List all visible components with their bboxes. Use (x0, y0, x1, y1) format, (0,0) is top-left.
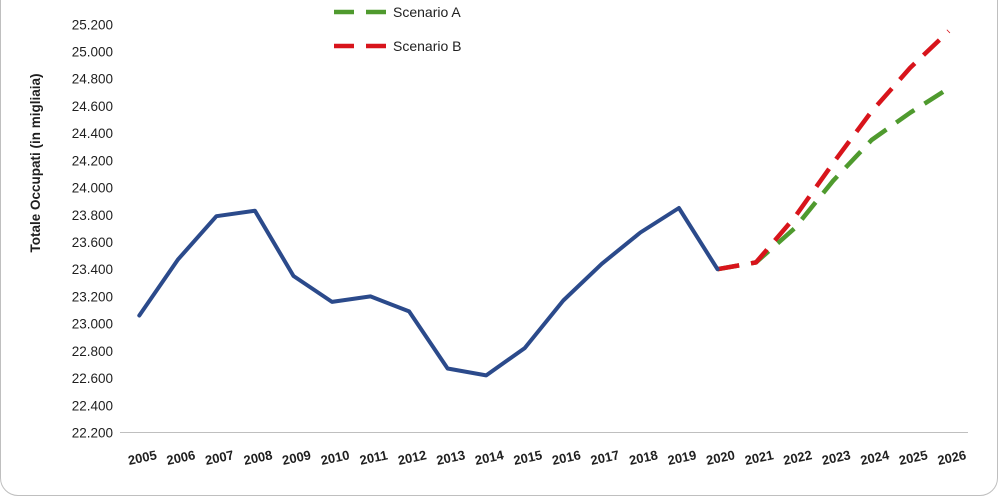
series-lines (137, 29, 951, 378)
x-tick-label: 2025 (898, 447, 929, 468)
y-tick-label: 25.000 (72, 45, 113, 60)
y-tick-label: 23.800 (72, 208, 113, 223)
y-tick-label: 24.000 (72, 181, 113, 196)
x-tick-label: 2024 (859, 447, 891, 468)
x-tick-label: 2017 (589, 447, 620, 468)
y-tick-label: 22.800 (72, 344, 113, 359)
y-tick-label: 23.400 (72, 262, 113, 277)
x-tick-label: 2012 (396, 447, 427, 468)
x-tick-label: 2015 (512, 447, 543, 468)
x-tick-label: 2006 (165, 447, 196, 468)
x-tick-label: 2016 (551, 447, 582, 468)
x-tick-label: 2018 (628, 447, 659, 468)
legend-label: Scenario B (393, 38, 461, 54)
y-tick-label: 23.200 (72, 289, 113, 304)
y-axis-label: Totale Occupati (in migliaia) (28, 73, 43, 252)
legend-label: Scenario A (393, 4, 461, 20)
y-tick-label: 23.600 (72, 235, 113, 250)
y-tick-label: 25.200 (72, 17, 113, 32)
scenario-a-series-line (717, 86, 950, 272)
y-tick-label: 22.600 (72, 371, 113, 386)
x-tick-label: 2014 (474, 447, 506, 468)
x-tick-label: 2013 (435, 447, 466, 468)
x-tick-label: 2009 (281, 447, 312, 468)
y-tick-label: 23.000 (72, 317, 113, 332)
y-tick-label: 24.400 (72, 126, 113, 141)
y-axis-ticks: 22.200 22.400 22.600 22.800 23.000 23.200 23.4… (72, 17, 113, 440)
scenario-b-series-line (717, 29, 951, 272)
x-tick-label: 2008 (242, 447, 273, 468)
x-tick-label: 2020 (705, 447, 736, 468)
y-tick-label: 24.800 (72, 72, 113, 87)
y-tick-label: 22.400 (72, 398, 113, 413)
x-tick-label: 2022 (782, 447, 813, 468)
x-tick-label: 2010 (319, 447, 350, 468)
y-tick-label: 24.600 (72, 99, 113, 114)
y-tick-label: 22.200 (72, 426, 113, 441)
x-tick-label: 2011 (358, 447, 389, 468)
x-tick-label: 2005 (127, 447, 158, 468)
x-tick-label: 2019 (666, 447, 697, 468)
x-tick-label: 2026 (936, 447, 967, 468)
x-tick-label: 2023 (820, 447, 851, 468)
x-tick-label: 2021 (743, 447, 774, 468)
x-tick-label: 2007 (204, 447, 235, 468)
historical-series-line (137, 206, 720, 378)
x-axis-ticks: 2005 2006 2007 2008 2009 2010 2011 2012 2013 2014… (127, 447, 968, 468)
legend: Scenario A Scenario B (334, 4, 461, 54)
y-tick-label: 24.200 (72, 153, 113, 168)
